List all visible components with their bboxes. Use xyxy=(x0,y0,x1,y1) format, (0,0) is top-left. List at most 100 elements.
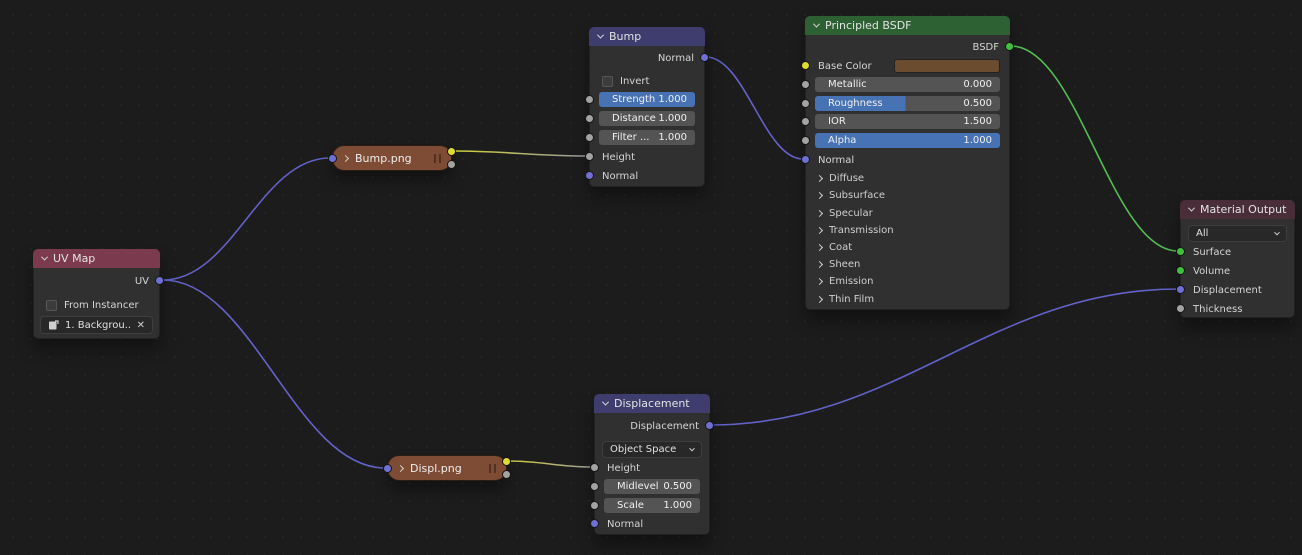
scale-slider[interactable]: Scale 1.000 xyxy=(604,498,700,513)
uv-map-node[interactable]: UV Map UV From Instancer 1. Backgrou... … xyxy=(33,249,164,339)
principled-bsdf-node[interactable]: Principled BSDF BSDF Base Color Metallic… xyxy=(801,16,1014,310)
expand-chevron-icon[interactable] xyxy=(396,464,405,472)
roughness-slider[interactable]: Roughness 0.500 xyxy=(815,96,1000,111)
section-thin-film[interactable]: Thin Film xyxy=(806,290,1009,308)
ior-input-socket[interactable] xyxy=(801,117,810,126)
alpha-slider[interactable]: Alpha 1.000 xyxy=(815,133,1000,148)
chevron-down-icon xyxy=(689,445,695,451)
link-bump-normal-to-bsdf-normal[interactable] xyxy=(705,56,804,160)
displacement-input-socket[interactable] xyxy=(1176,285,1185,294)
metallic-slider[interactable]: Metallic 0.000 xyxy=(815,77,1000,92)
link-bumppng-to-bump-height[interactable] xyxy=(452,150,588,157)
expand-chevron-icon xyxy=(815,295,824,303)
distance-input-socket[interactable] xyxy=(585,114,594,123)
expand-chevron-icon xyxy=(815,191,824,199)
base-color-input-socket[interactable] xyxy=(801,61,810,70)
height-input-socket[interactable] xyxy=(585,152,594,161)
collapse-chevron-icon[interactable] xyxy=(601,398,610,406)
from-instancer-checkbox[interactable] xyxy=(46,300,57,311)
collapse-chevron-icon[interactable] xyxy=(1187,204,1196,212)
alpha-output-socket[interactable] xyxy=(447,160,456,169)
material-output-node[interactable]: Material Output All Surface Volume Displ… xyxy=(1176,200,1295,318)
link-uvmap-to-displpng[interactable] xyxy=(162,279,386,469)
displacement-input-row: Displacement xyxy=(1181,281,1294,300)
link-displacement-to-output[interactable] xyxy=(710,288,1179,426)
ior-slider[interactable]: IOR 1.500 xyxy=(815,114,1000,129)
hidden-sockets-icon xyxy=(434,153,441,163)
principled-header[interactable]: Principled BSDF xyxy=(805,16,1010,35)
normal-input-socket[interactable] xyxy=(585,171,594,180)
slider-value: 1.000 xyxy=(658,113,687,124)
displacement-output-socket[interactable] xyxy=(705,421,714,430)
strength-input-socket[interactable] xyxy=(585,95,594,104)
slider-label: Filter ... xyxy=(612,132,650,143)
from-instancer-row: From Instancer xyxy=(34,296,159,315)
bump-node[interactable]: Bump Normal Invert Strength 1.000 Distan… xyxy=(585,27,709,187)
vector-input-socket[interactable] xyxy=(383,464,392,473)
displ-image-node[interactable]: Displ.png xyxy=(383,455,511,481)
alpha-output-socket[interactable] xyxy=(502,470,511,479)
metallic-input-socket[interactable] xyxy=(801,80,810,89)
link-uvmap-to-bumppng[interactable] xyxy=(162,157,331,281)
normal-input-socket[interactable] xyxy=(590,519,599,528)
material-output-header[interactable]: Material Output xyxy=(1180,200,1295,219)
color-output-socket[interactable] xyxy=(447,147,456,156)
section-specular[interactable]: Specular xyxy=(806,204,1009,222)
filter-width-slider[interactable]: Filter ... 1.000 xyxy=(599,130,695,145)
midlevel-input-socket[interactable] xyxy=(590,482,599,491)
color-output-socket[interactable] xyxy=(502,457,511,466)
section-sheen[interactable]: Sheen xyxy=(806,255,1009,273)
space-select[interactable]: Object Space xyxy=(602,441,702,458)
height-input-row: Height xyxy=(590,148,704,167)
output-label: BSDF xyxy=(972,42,999,53)
uv-map-select[interactable]: 1. Backgrou... ✕ xyxy=(40,316,153,334)
collapse-chevron-icon[interactable] xyxy=(596,31,605,39)
distance-slider[interactable]: Distance 1.000 xyxy=(599,111,695,126)
surface-input-socket[interactable] xyxy=(1176,247,1185,256)
slider-value: 1.000 xyxy=(658,94,687,105)
collapse-chevron-icon[interactable] xyxy=(40,253,49,261)
expand-chevron-icon[interactable] xyxy=(341,154,350,162)
section-diffuse[interactable]: Diffuse xyxy=(806,169,1009,187)
slider-value: 0.500 xyxy=(963,98,992,109)
bump-image-node[interactable]: Bump.png xyxy=(328,145,456,171)
collapse-chevron-icon[interactable] xyxy=(812,20,821,28)
section-subsurface[interactable]: Subsurface xyxy=(806,186,1009,204)
uv-output-socket[interactable] xyxy=(155,276,164,285)
slider-label: Roughness xyxy=(828,98,883,109)
space-value: Object Space xyxy=(610,444,677,455)
displacement-node[interactable]: Displacement Displacement Object Space H… xyxy=(590,394,714,535)
bsdf-output-socket[interactable] xyxy=(1005,42,1014,51)
node-title: Bump xyxy=(609,30,642,43)
slider-label: IOR xyxy=(828,116,846,127)
link-displpng-to-displacement-height[interactable] xyxy=(507,460,593,468)
target-select[interactable]: All xyxy=(1188,225,1287,242)
height-input-socket[interactable] xyxy=(590,463,599,472)
input-label: Surface xyxy=(1193,247,1232,258)
strength-slider[interactable]: Strength 1.000 xyxy=(599,92,695,107)
normal-input-row: Normal xyxy=(806,151,1009,170)
alpha-input-socket[interactable] xyxy=(801,136,810,145)
section-label: Emission xyxy=(829,275,874,287)
roughness-input-socket[interactable] xyxy=(801,99,810,108)
normal-input-socket[interactable] xyxy=(801,155,810,164)
section-coat[interactable]: Coat xyxy=(806,238,1009,256)
normal-output-socket[interactable] xyxy=(700,53,709,62)
uv-map-header[interactable]: UV Map xyxy=(33,249,160,268)
thickness-input-socket[interactable] xyxy=(1176,304,1185,313)
displacement-header[interactable]: Displacement xyxy=(594,394,710,413)
expand-chevron-icon xyxy=(815,209,824,217)
section-transmission[interactable]: Transmission xyxy=(806,221,1009,239)
scale-input-socket[interactable] xyxy=(590,501,599,510)
midlevel-slider[interactable]: Midlevel 0.500 xyxy=(604,479,700,494)
filter-input-socket[interactable] xyxy=(585,133,594,142)
section-emission[interactable]: Emission xyxy=(806,272,1009,290)
clear-icon[interactable]: ✕ xyxy=(136,319,145,331)
bump-header[interactable]: Bump xyxy=(589,27,705,46)
volume-input-socket[interactable] xyxy=(1176,266,1185,275)
base-color-swatch[interactable] xyxy=(894,59,1000,73)
vector-input-socket[interactable] xyxy=(328,154,337,163)
invert-checkbox[interactable] xyxy=(602,76,613,87)
link-bsdf-to-surface[interactable] xyxy=(1010,45,1179,252)
